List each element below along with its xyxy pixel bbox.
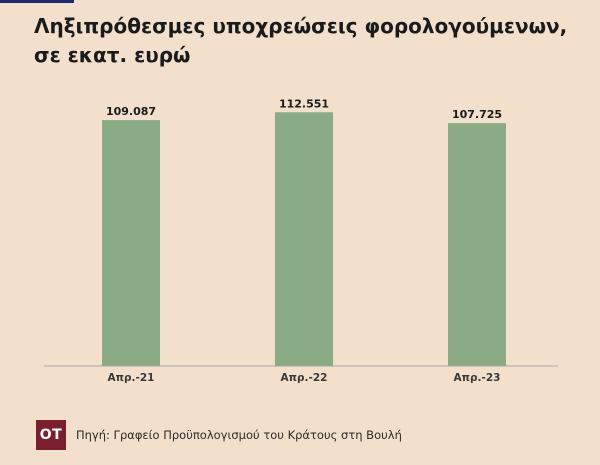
bar-Απρ.-23	[448, 123, 506, 366]
chart-title-line-1: Ληξιπρόθεσμες υποχρεώσεις φορολογούμενων…	[34, 14, 568, 38]
value-label: 112.551	[279, 97, 329, 110]
chart-title: Ληξιπρόθεσμες υποχρεώσεις φορολογούμενων…	[34, 12, 574, 70]
bar-Απρ.-22	[275, 112, 333, 366]
ot-logo: OT	[36, 420, 66, 450]
category-label: Απρ.-23	[454, 372, 501, 384]
category-label: Απρ.-21	[108, 372, 155, 384]
bars-layer	[102, 112, 506, 367]
value-label: 107.725	[452, 108, 502, 121]
bar-Απρ.-21	[102, 120, 160, 367]
source-text: Πηγή: Γραφείο Προϋπολογισμού του Κράτους…	[76, 428, 402, 442]
value-label: 109.087	[106, 105, 156, 118]
category-label: Απρ.-22	[281, 372, 328, 384]
footer: OT Πηγή: Γραφείο Προϋπολογισμού του Κράτ…	[36, 420, 402, 450]
header-accent-line	[0, 0, 74, 3]
labels-layer: 109.087 Απρ.-21 112.551 Απρ.-22 107.725 Απρ.-…	[106, 97, 502, 384]
chart-title-line-2: σε εκατ. ευρώ	[34, 43, 191, 67]
